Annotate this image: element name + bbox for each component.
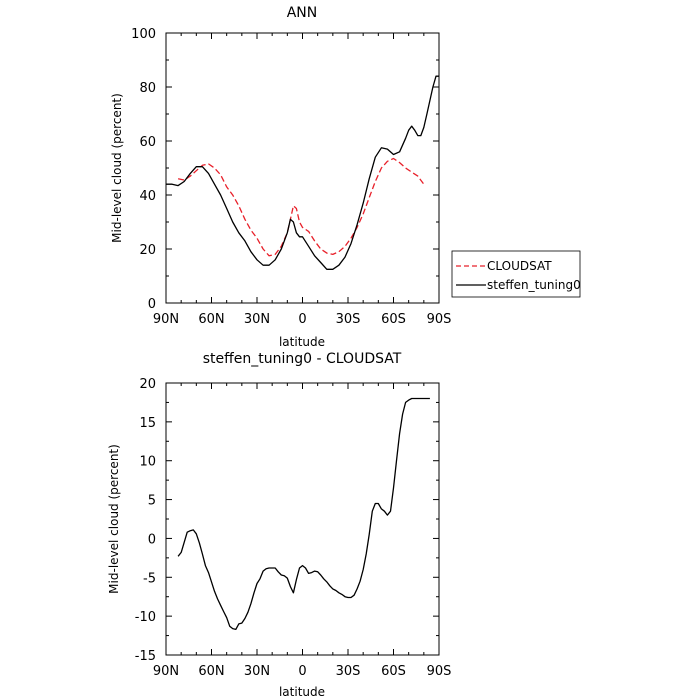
bottom-plot-frame <box>165 382 440 656</box>
bottom-y-axis-label: Mid-level cloud (percent) <box>107 444 121 594</box>
top-y-tick-label: 100 <box>131 27 156 42</box>
top-x-tick-label: 30S <box>336 312 361 327</box>
bottom-y-tick-label: -5 <box>143 571 156 586</box>
bottom-x-tick-label: 30N <box>244 664 270 679</box>
bottom-y-tick-label: -10 <box>135 610 156 625</box>
bottom-y-tick-label: -15 <box>135 649 156 664</box>
legend: CLOUDSAT steffen_tuning0 <box>451 250 581 298</box>
bottom-plot: 90N 60N 30N 0 30S 60S 90S -15 -10 -5 0 5 10 15 20 <box>135 377 452 679</box>
bottom-y-tick-label: 10 <box>139 455 156 470</box>
bottom-chart-title: steffen_tuning0 - CLOUDSAT <box>203 351 402 367</box>
top-x-tick-label: 30N <box>244 312 270 327</box>
legend-label-steffen-tuning0: steffen_tuning0 <box>487 278 581 292</box>
top-y-tick-label: 80 <box>139 81 156 96</box>
top-x-tick-label: 90N <box>153 312 179 327</box>
bottom-x-tick-label: 90N <box>153 664 179 679</box>
bottom-x-axis-label: latitude <box>279 685 325 699</box>
series-line-steffen-tuning0 <box>166 75 439 270</box>
bottom-x-tick-label: 60S <box>381 664 406 679</box>
top-y-tick-label: 0 <box>148 297 156 312</box>
top-x-tick-label: 60N <box>198 312 224 327</box>
top-y-tick-label: 60 <box>139 135 156 150</box>
top-plot-frame <box>165 32 440 304</box>
bottom-y-tick-label: 0 <box>148 532 156 547</box>
top-x-tick-label: 90S <box>427 312 452 327</box>
legend-box <box>451 250 581 298</box>
top-plot: 90N 60N 30N 0 30S 60S 90S 0 20 40 60 80 100 <box>131 27 451 327</box>
bottom-x-tick-label: 30S <box>336 664 361 679</box>
series-line-cloudsat <box>177 157 425 257</box>
bottom-x-tick-label: 60N <box>198 664 224 679</box>
bottom-x-tick-label: 0 <box>298 664 306 679</box>
top-x-tick-label: 0 <box>298 312 306 327</box>
legend-label-cloudsat: CLOUDSAT <box>487 259 552 273</box>
bottom-y-tick-label: 20 <box>139 377 156 392</box>
top-x-tick-label: 60S <box>381 312 406 327</box>
top-x-axis-label: latitude <box>279 335 325 349</box>
bottom-x-tick-label: 90S <box>427 664 452 679</box>
top-y-tick-label: 20 <box>139 243 156 258</box>
top-y-axis-label: Mid-level cloud (percent) <box>110 93 124 243</box>
top-y-tick-label: 40 <box>139 189 156 204</box>
bottom-y-tick-label: 15 <box>139 416 156 431</box>
top-chart-title: ANN <box>287 5 318 21</box>
bottom-y-tick-label: 5 <box>148 494 156 509</box>
series-line-bottom-difference <box>177 397 430 631</box>
